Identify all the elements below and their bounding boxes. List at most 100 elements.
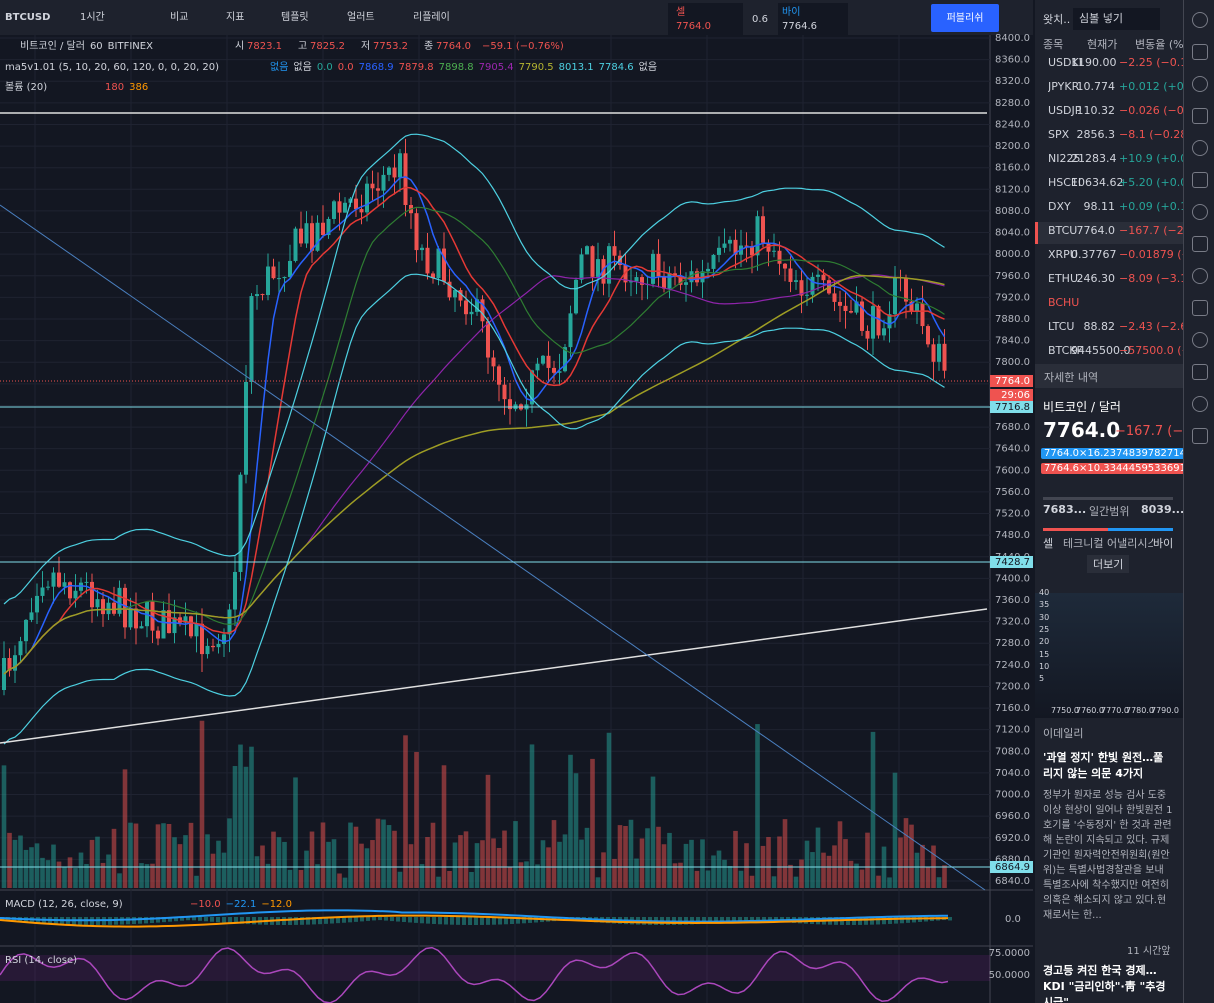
side-icon[interactable] bbox=[1192, 332, 1208, 348]
price: 1190.00 bbox=[1071, 56, 1117, 69]
indicators[interactable]: 지표 bbox=[226, 11, 244, 23]
spread: 0.6 bbox=[752, 14, 768, 25]
volume-bar bbox=[469, 871, 474, 888]
side-icon[interactable] bbox=[1192, 44, 1208, 60]
volume-bar bbox=[584, 827, 590, 888]
side-icon[interactable] bbox=[1192, 172, 1208, 188]
candle-body bbox=[134, 608, 138, 629]
macd-hist bbox=[390, 917, 394, 922]
watchlist-title: 왓치.. bbox=[1043, 13, 1071, 26]
side-icon[interactable] bbox=[1192, 300, 1208, 316]
price-label: 7240.0 bbox=[995, 660, 1030, 671]
macd-hist bbox=[702, 917, 706, 924]
ma-line bbox=[3, 206, 945, 675]
volume-bar bbox=[738, 870, 744, 888]
candle-body bbox=[376, 188, 380, 191]
volume-bar bbox=[661, 844, 667, 888]
interval[interactable]: 1시간 bbox=[80, 11, 105, 23]
more-button[interactable]: 더보기 bbox=[1087, 555, 1130, 573]
side-icon[interactable] bbox=[1192, 268, 1208, 284]
volume-bar bbox=[133, 823, 139, 888]
replay[interactable]: 리플레이 bbox=[413, 11, 450, 23]
macd-hist bbox=[144, 917, 148, 924]
news-headline[interactable]: '과열 정지' 한빛 원전…풀리지 않는 의문 4가지 bbox=[1043, 751, 1164, 780]
symbol-search[interactable]: 심볼 넣기 bbox=[1073, 8, 1160, 30]
candle-body bbox=[348, 198, 353, 203]
macd-hist bbox=[738, 917, 742, 922]
templates[interactable]: 템플릿 bbox=[281, 11, 309, 23]
volume-bar bbox=[375, 818, 381, 888]
price-label: 8160.0 bbox=[995, 163, 1030, 174]
range-label: 일간범위 bbox=[1089, 505, 1130, 518]
signal-line bbox=[0, 914, 949, 928]
candle-body bbox=[849, 310, 853, 313]
symbol[interactable]: BTCUSD bbox=[5, 12, 50, 23]
symbol[interactable]: USDJP bbox=[1048, 104, 1082, 117]
side-icon[interactable] bbox=[1192, 76, 1208, 92]
macd-hist bbox=[444, 917, 448, 925]
macd-hist bbox=[246, 917, 250, 925]
ma-line bbox=[3, 186, 945, 675]
volume-bar bbox=[89, 839, 95, 888]
side-icon[interactable] bbox=[1192, 428, 1208, 444]
price-label: 8000.0 bbox=[995, 249, 1030, 260]
compare[interactable]: 비교 bbox=[170, 11, 188, 23]
side-icon[interactable] bbox=[1192, 236, 1208, 252]
candle-body bbox=[332, 201, 336, 219]
volume-bar bbox=[865, 832, 870, 888]
candle-body bbox=[546, 355, 551, 368]
side-icon[interactable] bbox=[1192, 204, 1208, 220]
symbol[interactable]: LTCU bbox=[1048, 320, 1075, 333]
symbol[interactable]: JPYKR bbox=[1048, 80, 1080, 93]
symbol[interactable]: SPX bbox=[1048, 128, 1070, 141]
side-icon[interactable] bbox=[1192, 12, 1208, 28]
candle-body bbox=[480, 299, 485, 322]
price-label: 7400.0 bbox=[995, 573, 1030, 584]
symbol[interactable]: XRPU bbox=[1048, 248, 1078, 261]
volume-bar bbox=[914, 852, 920, 888]
price-label: 7680.0 bbox=[995, 422, 1030, 433]
volume-bar bbox=[238, 744, 243, 888]
macd-hist bbox=[204, 917, 208, 922]
rsi-line bbox=[0, 946, 949, 1003]
symbol[interactable]: USDKF bbox=[1048, 56, 1082, 69]
side-icon[interactable] bbox=[1192, 140, 1208, 156]
symbol[interactable]: BTCKF bbox=[1048, 344, 1082, 357]
price-label: 7840.0 bbox=[995, 336, 1030, 347]
volume-bar bbox=[392, 830, 397, 888]
volume-bar bbox=[777, 836, 782, 888]
macd-hist bbox=[732, 917, 736, 922]
side-icon[interactable] bbox=[1192, 108, 1208, 124]
sell-label: 셀 bbox=[676, 6, 685, 18]
symbol[interactable]: DXY bbox=[1048, 200, 1071, 213]
volume-bar bbox=[755, 724, 760, 888]
candle-body bbox=[249, 296, 254, 382]
volume-bar bbox=[892, 772, 898, 888]
volume-bar bbox=[342, 877, 348, 888]
depth-y: 5 bbox=[1039, 674, 1045, 684]
alerts[interactable]: 얼러트 bbox=[347, 11, 375, 23]
side-icon[interactable] bbox=[1192, 364, 1208, 380]
side-icon[interactable] bbox=[1192, 396, 1208, 412]
candle-body bbox=[937, 343, 941, 362]
volume-bar bbox=[40, 857, 45, 888]
buy-box[interactable] bbox=[778, 3, 848, 35]
volume-bar bbox=[205, 834, 210, 888]
candle-body bbox=[293, 228, 298, 261]
symbol[interactable]: NI225 bbox=[1048, 152, 1081, 165]
publish-button[interactable] bbox=[931, 4, 999, 32]
sell-box[interactable] bbox=[668, 3, 743, 35]
price: 88.82 bbox=[1083, 320, 1116, 333]
candle-body bbox=[777, 250, 782, 264]
volume-bar bbox=[782, 819, 788, 888]
volume-bar bbox=[452, 842, 458, 888]
news-headline[interactable]: 경고등 켜진 한국 경제… KDI "금리인하"·靑 "추경 시급" bbox=[1043, 964, 1166, 1003]
symbol[interactable]: BCHU bbox=[1048, 296, 1080, 309]
symbol[interactable]: BTCU bbox=[1048, 224, 1078, 237]
candle-body bbox=[354, 198, 358, 210]
symbol[interactable]: HSCEI bbox=[1048, 176, 1082, 189]
candle-body bbox=[843, 305, 848, 311]
volume-bar bbox=[408, 844, 414, 888]
symbol[interactable]: ETHU bbox=[1048, 272, 1078, 285]
candle-body bbox=[200, 623, 204, 655]
